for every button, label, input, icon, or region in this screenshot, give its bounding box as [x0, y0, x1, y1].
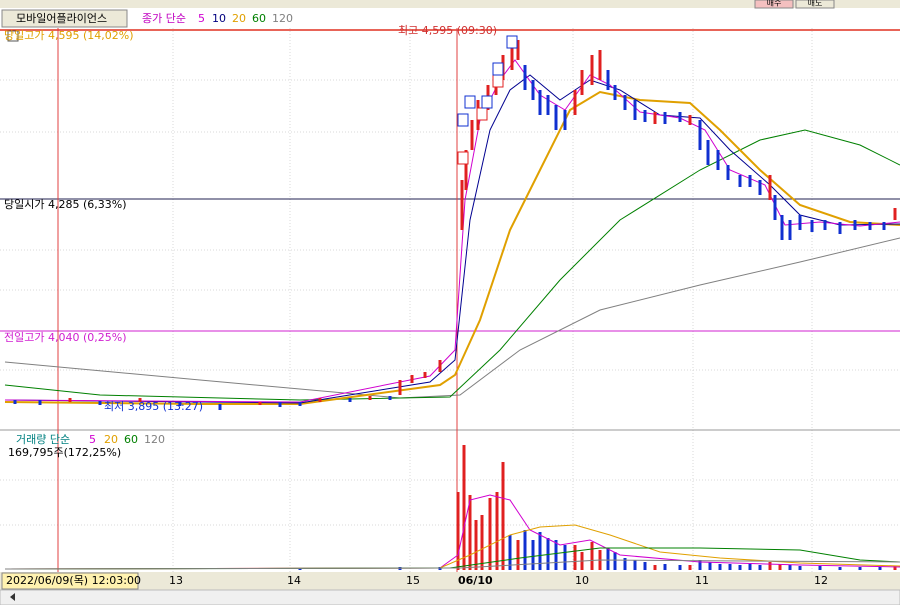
- sell-label: 매도: [808, 0, 823, 8]
- x-label: 12: [814, 574, 828, 587]
- volume-label: 거래량 단순: [16, 433, 70, 446]
- vol-ma120: [4, 559, 900, 570]
- ma-label: 종가 단순: [142, 12, 186, 25]
- x-label: 13: [169, 574, 183, 587]
- scroll-left[interactable]: [10, 593, 15, 601]
- buy-label: 매수: [767, 0, 782, 8]
- ma60: [4, 129, 900, 401]
- sell-button[interactable]: [795, 0, 835, 9]
- x-label: 14: [287, 574, 301, 587]
- peak-label: 최고 4,595 (09:30): [398, 24, 497, 37]
- ma5: [4, 59, 900, 403]
- volume-down-bars: [298, 530, 882, 570]
- x-label: 10: [575, 574, 589, 587]
- indicator-name: 모바일어플라이언스: [16, 11, 107, 25]
- cursor-date: 2022/06/09(목) 12:03:00: [6, 574, 141, 587]
- cursor-date-box: [1, 572, 139, 590]
- ma-period: 5: [198, 12, 205, 25]
- settings-icon[interactable]: [7, 30, 19, 42]
- ma120: [4, 237, 900, 399]
- ma-period: 10: [212, 12, 226, 25]
- vol-ma20: [4, 524, 900, 570]
- volume-current: 169,795주(172,25%): [8, 446, 121, 459]
- low-label: 최저 3,895 (13:27): [104, 400, 203, 413]
- grid: [0, 28, 900, 572]
- top-strip: [0, 0, 900, 8]
- down-candles: [13, 65, 886, 410]
- vol-ma-period: 120: [144, 433, 165, 446]
- ma-period: 120: [272, 12, 293, 25]
- x-label: 06/10: [458, 574, 493, 587]
- vol-ma-period: 20: [104, 433, 118, 446]
- high-label: 당일고가 4,595 (14,02%): [4, 28, 134, 42]
- ma-period: 60: [252, 12, 266, 25]
- x-label: 11: [695, 574, 709, 587]
- prev-high-label: 전일고가 4,040 (0,25%): [4, 330, 127, 344]
- ma-period: 20: [232, 12, 246, 25]
- indicator-box[interactable]: [1, 9, 128, 28]
- signal-markers: [457, 35, 518, 165]
- buy-button[interactable]: [754, 0, 794, 9]
- ma20: [4, 90, 900, 405]
- x-label: 15: [406, 574, 420, 587]
- vol-ma-period: 60: [124, 433, 138, 446]
- scrollbar[interactable]: [0, 589, 900, 605]
- x-axis: [0, 572, 900, 590]
- vol-ma60: [4, 547, 900, 570]
- vol-ma-period: 5: [89, 433, 96, 446]
- open-label: 당일시가 4,285 (6,33%): [4, 197, 127, 211]
